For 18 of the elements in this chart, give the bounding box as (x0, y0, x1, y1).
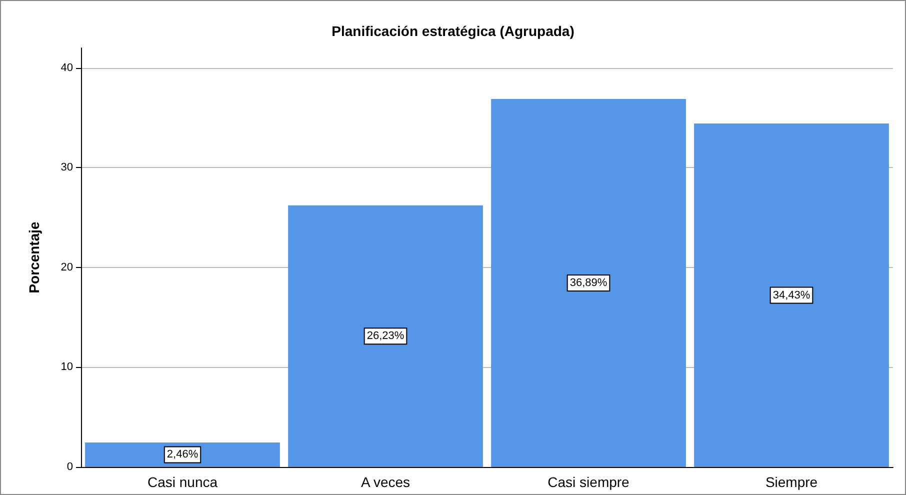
data-label: 26,23% (366, 330, 404, 342)
y-tick-label: 0 (66, 461, 73, 473)
bar (288, 205, 483, 467)
bar (491, 98, 686, 467)
data-label: 34,43% (772, 289, 810, 302)
y-tick-label: 10 (60, 361, 73, 374)
x-tick-label: Casi nunca (147, 474, 218, 490)
y-tick-label: 30 (60, 162, 73, 174)
y-tick-label: 40 (60, 62, 73, 74)
data-label: 36,89% (570, 276, 608, 289)
y-tick-label: 20 (60, 261, 73, 274)
bar (694, 124, 889, 467)
x-tick-label: Siempre (765, 474, 818, 490)
y-axis-title: Porcentaje (26, 221, 42, 294)
chart-title: Planificación estratégica (Agrupada) (332, 23, 574, 39)
x-tick-label: A veces (360, 474, 410, 490)
x-tick-label: Casi siempre (548, 474, 630, 490)
data-label: 2,46% (166, 448, 198, 461)
